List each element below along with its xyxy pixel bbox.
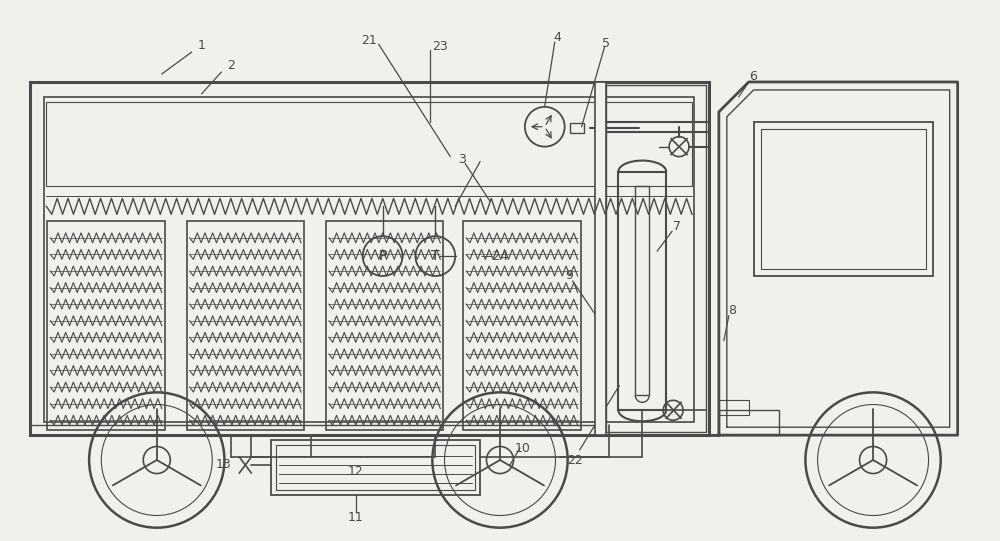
Text: 3: 3: [458, 153, 466, 166]
Bar: [719, 410, 779, 435]
Text: 22: 22: [567, 453, 582, 466]
Text: 11: 11: [348, 511, 364, 524]
Text: P: P: [378, 249, 387, 263]
Text: T: T: [431, 249, 440, 263]
Bar: [570, 123, 584, 133]
Bar: [754, 122, 933, 276]
Text: 4: 4: [554, 31, 562, 44]
Bar: [719, 400, 749, 415]
Text: 21: 21: [361, 34, 377, 47]
Text: 12: 12: [348, 465, 364, 478]
Bar: [46, 102, 692, 187]
Text: 6: 6: [749, 70, 757, 83]
Bar: [618, 171, 666, 410]
Bar: [187, 221, 304, 430]
Text: 7: 7: [673, 220, 681, 233]
Text: 23: 23: [432, 39, 448, 52]
Bar: [47, 221, 165, 430]
Text: 2: 2: [227, 58, 235, 71]
Text: T: T: [431, 249, 440, 263]
Bar: [30, 82, 709, 435]
Bar: [606, 85, 706, 432]
Bar: [463, 221, 581, 430]
Bar: [326, 221, 443, 430]
Bar: [276, 445, 475, 490]
Text: 1: 1: [198, 38, 205, 51]
Bar: [44, 97, 694, 422]
Bar: [271, 440, 480, 495]
Text: 10: 10: [515, 441, 531, 454]
Text: —24: —24: [480, 249, 508, 262]
Text: 9: 9: [566, 269, 574, 282]
Bar: [635, 187, 649, 395]
Text: P: P: [378, 249, 387, 263]
Bar: [595, 82, 606, 435]
Text: 13: 13: [216, 458, 231, 472]
Text: 5: 5: [602, 37, 610, 50]
Bar: [761, 129, 926, 269]
Text: 8: 8: [728, 304, 736, 317]
